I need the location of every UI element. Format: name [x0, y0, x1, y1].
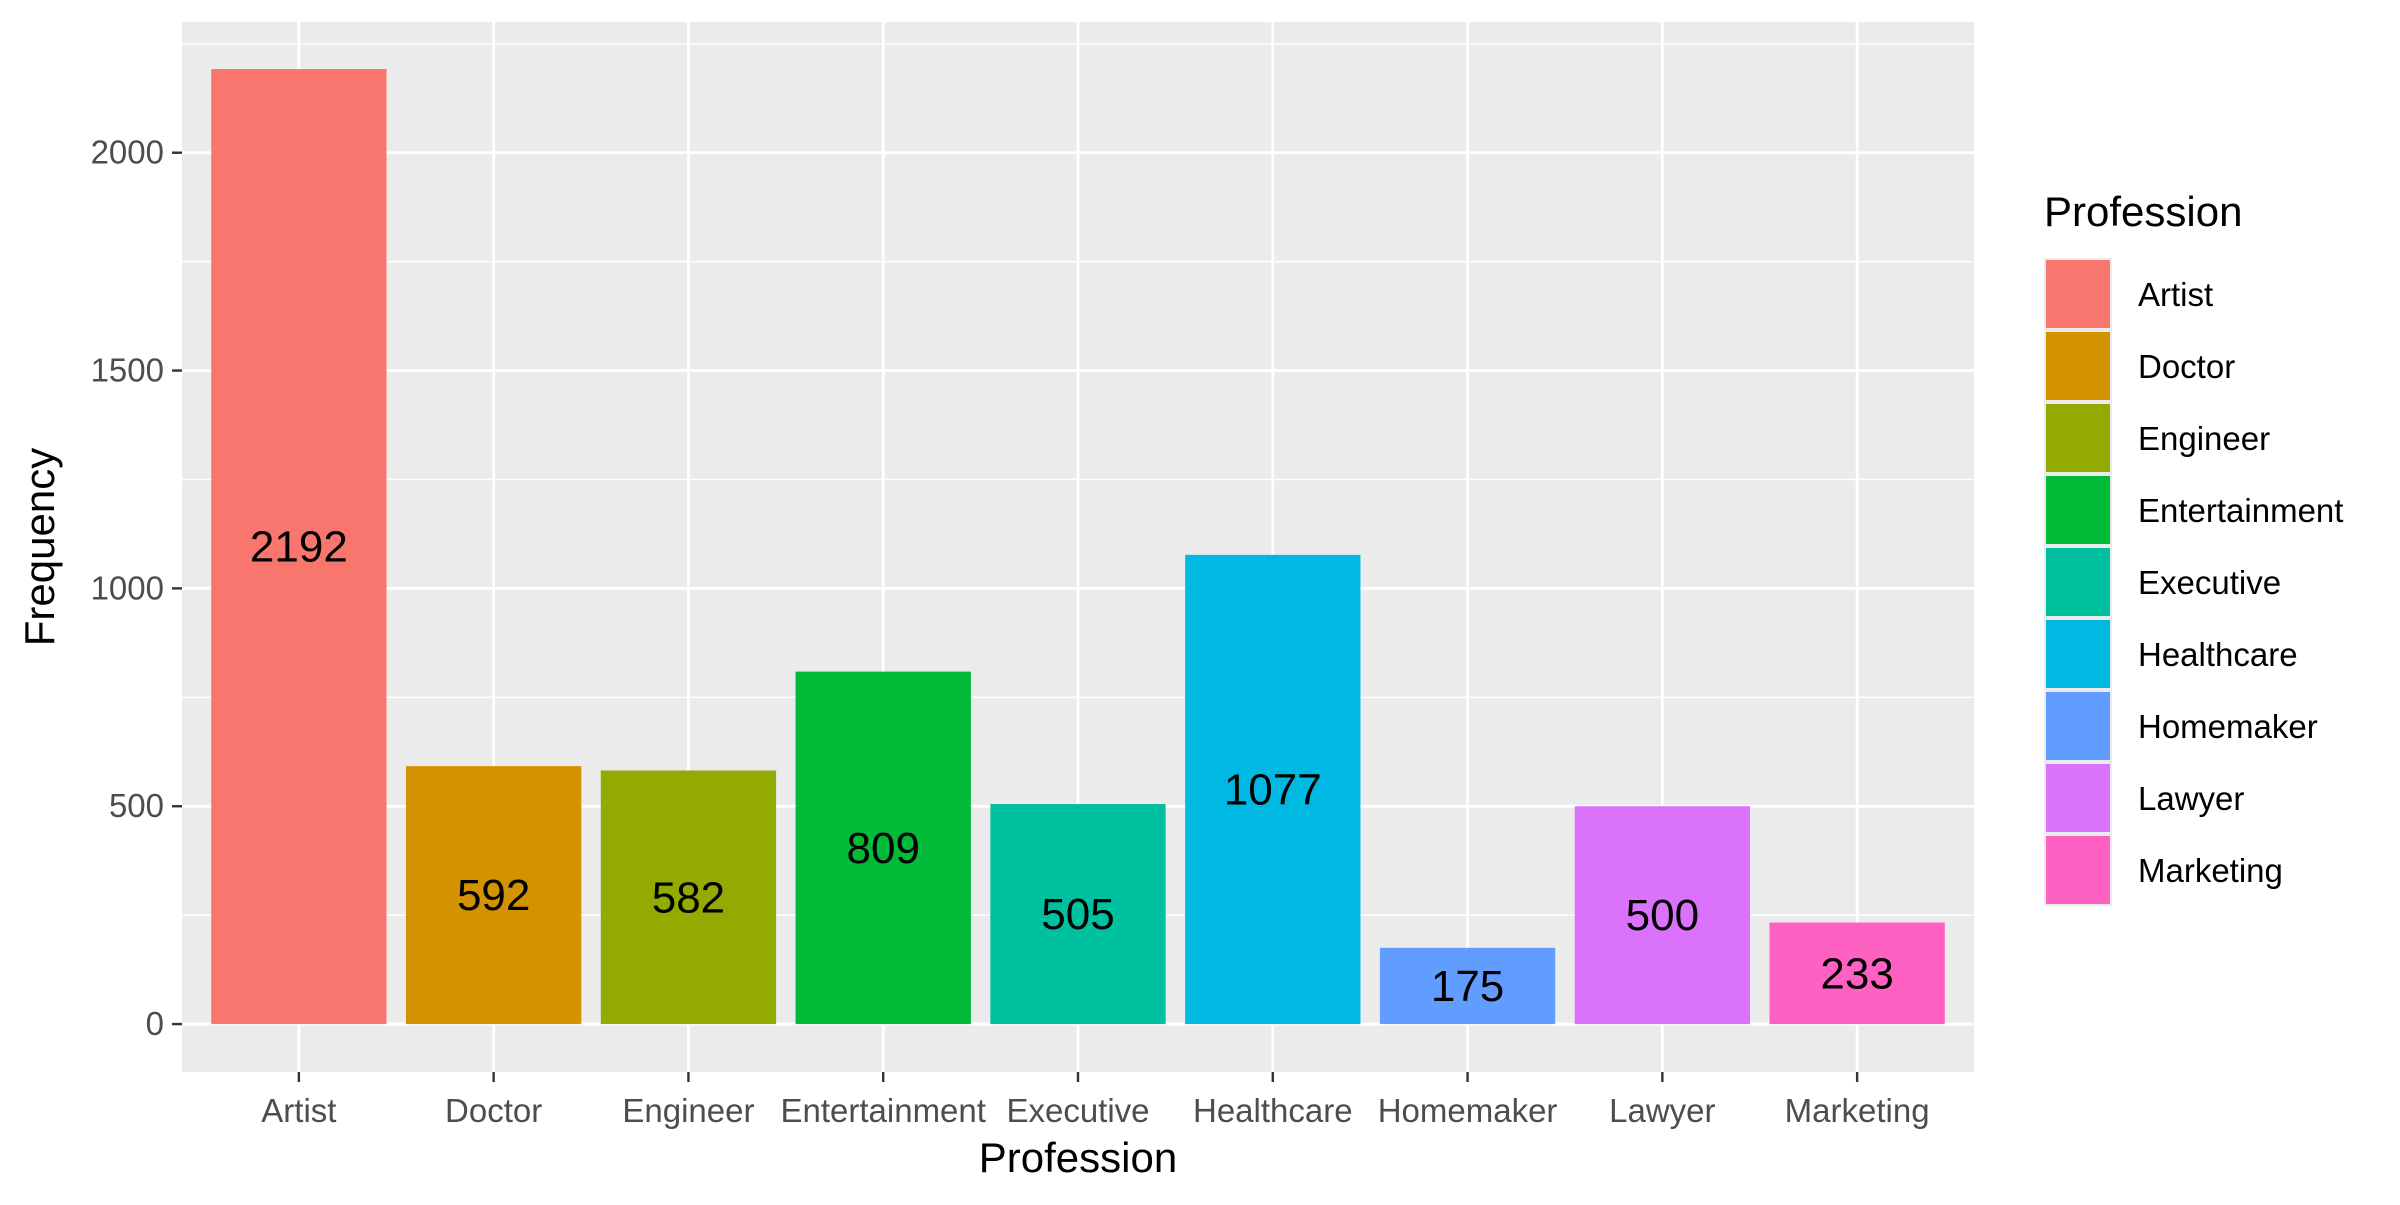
legend-label: Doctor — [2138, 348, 2235, 385]
bar-value-label: 175 — [1431, 962, 1504, 1011]
x-tick-label: Engineer — [622, 1092, 754, 1129]
x-tick-label: Homemaker — [1378, 1092, 1558, 1129]
x-tick-label: Marketing — [1785, 1092, 1930, 1129]
bar-lawyer — [1574, 806, 1750, 1025]
bar-value-label: 2192 — [250, 523, 348, 572]
legend-swatch-marketing — [2046, 836, 2110, 904]
bar-engineer — [600, 770, 777, 1025]
bar-value-label: 500 — [1626, 891, 1699, 940]
y-axis-title: Frequency — [16, 448, 63, 646]
bar-artist — [211, 69, 387, 1025]
bar-value-labels: 2192 592 582 809 505 1077 175 500 233 — [250, 523, 1894, 1011]
legend-label: Executive — [2138, 564, 2281, 601]
legend-label: Marketing — [2138, 852, 2283, 889]
bar-executive — [990, 804, 1166, 1025]
legend: Profession Artist Doctor Engineer Entertain… — [2044, 188, 2343, 906]
legend-swatch-lawyer — [2046, 764, 2110, 832]
bar-value-label: 233 — [1820, 949, 1893, 998]
legend-label: Homemaker — [2138, 708, 2318, 745]
x-axis-title: Profession — [979, 1134, 1177, 1181]
y-tick-label: 2000 — [91, 134, 164, 171]
bar-value-label: 505 — [1041, 890, 1114, 939]
bar-healthcare — [1185, 554, 1361, 1025]
x-tick-label: Lawyer — [1609, 1092, 1715, 1129]
legend-swatch-engineer — [2046, 404, 2110, 472]
legend-label: Engineer — [2138, 420, 2270, 457]
legend-label: Entertainment — [2138, 492, 2343, 529]
legend-swatch-entertainment — [2046, 476, 2110, 544]
legend-swatch-doctor — [2046, 332, 2110, 400]
x-axis: Artist Doctor Engineer Entertainment Executi… — [261, 1072, 1930, 1129]
x-tick-label: Entertainment — [780, 1092, 985, 1129]
y-tick-label: 1000 — [91, 569, 164, 606]
x-tick-label: Doctor — [445, 1092, 542, 1129]
x-tick-label: Artist — [261, 1092, 336, 1129]
legend-swatch-homemaker — [2046, 692, 2110, 760]
x-tick-label: Healthcare — [1193, 1092, 1353, 1129]
bar-doctor — [406, 766, 582, 1025]
legend-label: Healthcare — [2138, 636, 2298, 673]
y-tick-label: 0 — [146, 1005, 164, 1042]
bar-value-label: 592 — [457, 871, 530, 920]
bar-value-label: 582 — [652, 873, 725, 922]
legend-swatch-healthcare — [2046, 620, 2110, 688]
bar-marketing — [1769, 922, 1945, 1025]
y-axis: 0 500 1000 1500 2000 — [91, 134, 182, 1042]
bar-entertainment — [795, 671, 971, 1025]
legend-label: Lawyer — [2138, 780, 2244, 817]
legend-title: Profession — [2044, 188, 2242, 235]
bar-value-label: 809 — [847, 824, 920, 873]
y-tick-label: 1500 — [91, 352, 164, 389]
legend-swatch-executive — [2046, 548, 2110, 616]
legend-label: Artist — [2138, 276, 2213, 313]
bar-homemaker — [1379, 947, 1556, 1025]
legend-swatch-artist — [2046, 260, 2110, 328]
y-tick-label: 500 — [109, 787, 164, 824]
x-tick-label: Executive — [1006, 1092, 1149, 1129]
bar-value-label: 1077 — [1224, 765, 1322, 814]
bars — [211, 69, 1945, 1025]
